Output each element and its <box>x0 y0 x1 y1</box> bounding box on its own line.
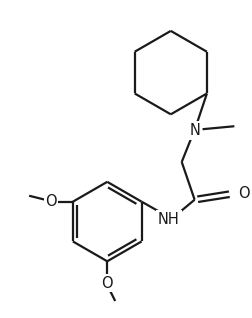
Text: O: O <box>45 194 57 209</box>
Text: O: O <box>238 186 250 201</box>
Text: NH: NH <box>158 212 180 227</box>
Text: N: N <box>189 123 200 138</box>
Text: O: O <box>102 276 113 291</box>
